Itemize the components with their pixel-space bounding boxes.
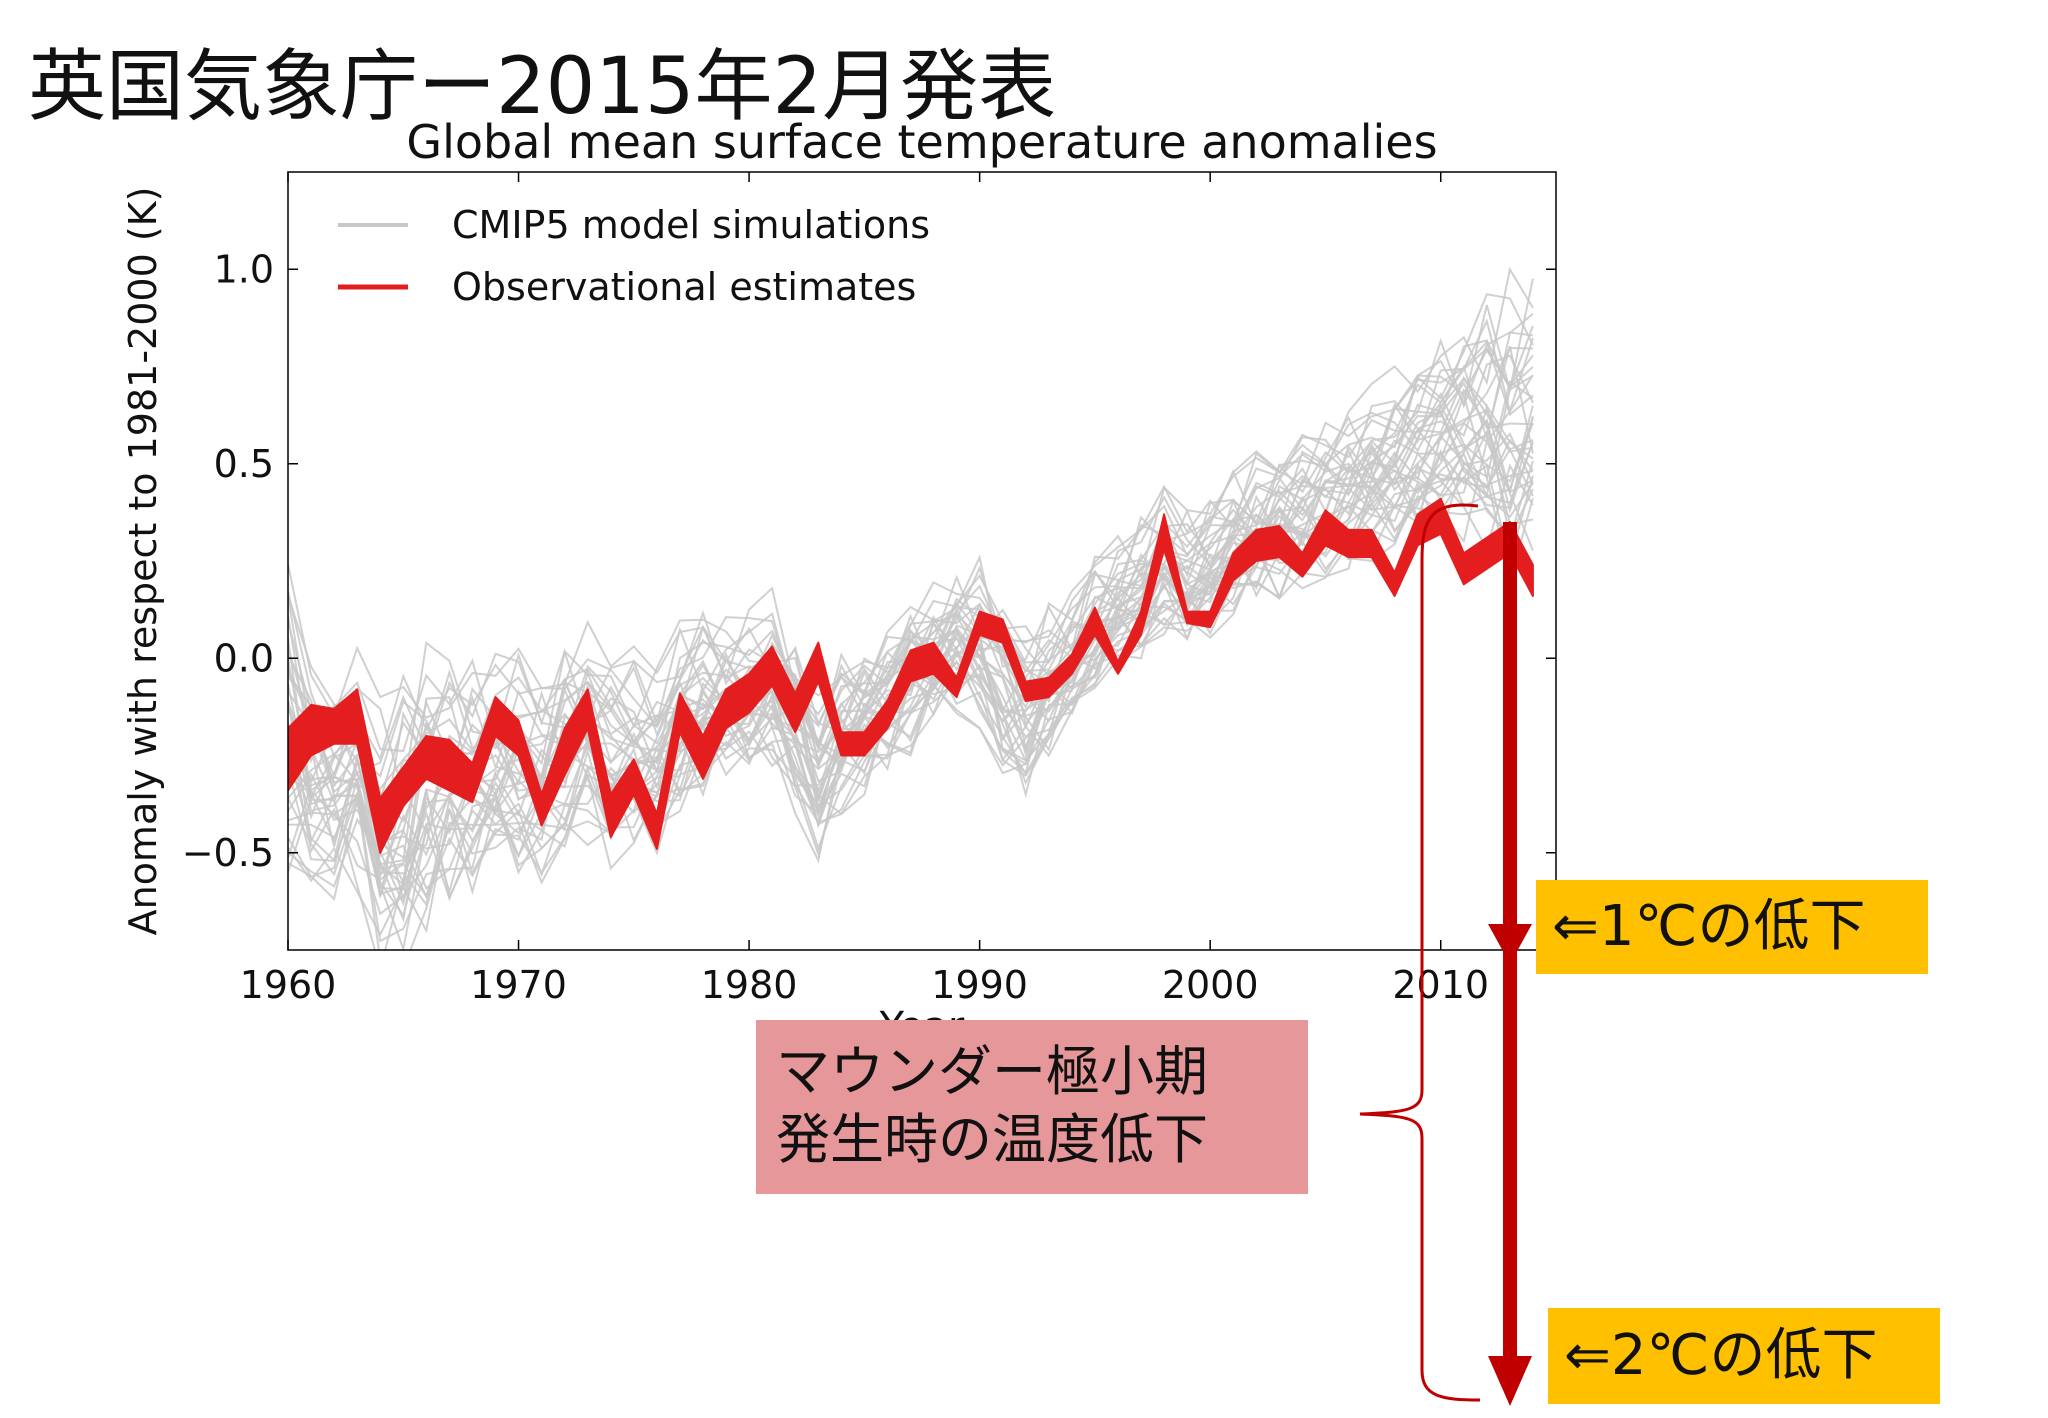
maunder-bracket xyxy=(1359,503,1481,1402)
x-tick-label: 2010 xyxy=(1392,963,1489,1007)
model-simulation-line xyxy=(288,475,1534,950)
callout-maunder-minimum: マウンダー極小期 発生時の温度低下 xyxy=(756,1020,1308,1194)
legend: CMIP5 model simulations Observational es… xyxy=(338,203,930,309)
callout-maunder-line-1: マウンダー極小期 xyxy=(776,1040,1208,1103)
model-simulation-line xyxy=(288,346,1533,807)
model-simulation-line xyxy=(288,325,1534,762)
observational-estimate-band xyxy=(288,497,1534,854)
model-simulation-lines xyxy=(288,266,1534,950)
callout-maunder-line-2: 発生時の温度低下 xyxy=(776,1108,1208,1171)
y-tick-label: 0.5 xyxy=(214,442,274,486)
x-tick-label: 2000 xyxy=(1162,963,1259,1007)
y-axis-label: Anomaly with respect to 1981-2000 (K) xyxy=(121,187,165,936)
legend-label-model: CMIP5 model simulations xyxy=(452,203,930,247)
chart-title: Global mean surface temperature anomalie… xyxy=(406,115,1437,169)
x-tick-label: 1990 xyxy=(931,963,1028,1007)
annotation-markup xyxy=(1359,503,1532,1406)
model-simulation-line xyxy=(288,331,1534,788)
callout-2c-drop: ⇐2℃の低下 xyxy=(1548,1308,1940,1404)
axis-ticks: 1960 1970 1980 1990 2000 2010 −0.5 0.0 0.5 1.0 xyxy=(182,172,1556,1007)
model-simulation-line xyxy=(288,340,1534,753)
x-tick-label: 1980 xyxy=(701,963,798,1007)
callout-1c-drop: ⇐1℃の低下 xyxy=(1536,880,1928,974)
x-tick-label: 1960 xyxy=(240,963,337,1007)
model-simulation-line xyxy=(288,402,1534,880)
slide-title: 英国気象庁ー2015年2月発表 xyxy=(28,42,1057,132)
plot-frame xyxy=(287,171,1557,951)
legend-label-observed: Observational estimates xyxy=(452,265,916,309)
y-tick-label: 0.0 xyxy=(214,636,274,680)
arrowhead-2c xyxy=(1488,1356,1532,1406)
observational-band xyxy=(288,497,1534,854)
y-tick-label: 1.0 xyxy=(214,247,274,291)
x-tick-label: 1970 xyxy=(470,963,567,1007)
arrowhead-1c xyxy=(1488,924,1532,964)
y-tick-label: −0.5 xyxy=(182,831,274,875)
